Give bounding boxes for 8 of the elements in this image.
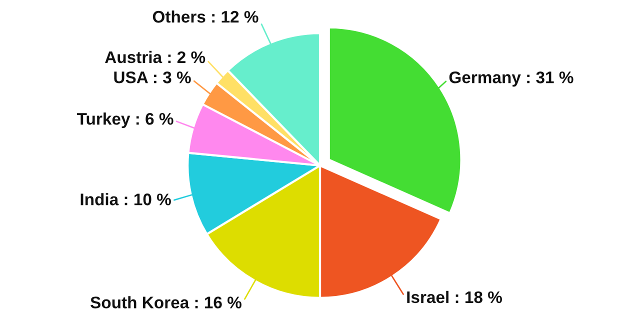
slice-label: Others : 12 % [152,10,258,23]
slice-label: India : 10 % [80,193,171,206]
slice-label: USA : 3 % [114,71,191,84]
slice-label: Germany : 31 % [449,71,574,87]
slice-label: Turkey : 6 % [76,112,174,128]
slice-label: Austria : 2 % [105,50,206,64]
slice-label: South Korea : 16 % [90,296,242,308]
slice-label: Israel : 18 % [407,290,502,304]
